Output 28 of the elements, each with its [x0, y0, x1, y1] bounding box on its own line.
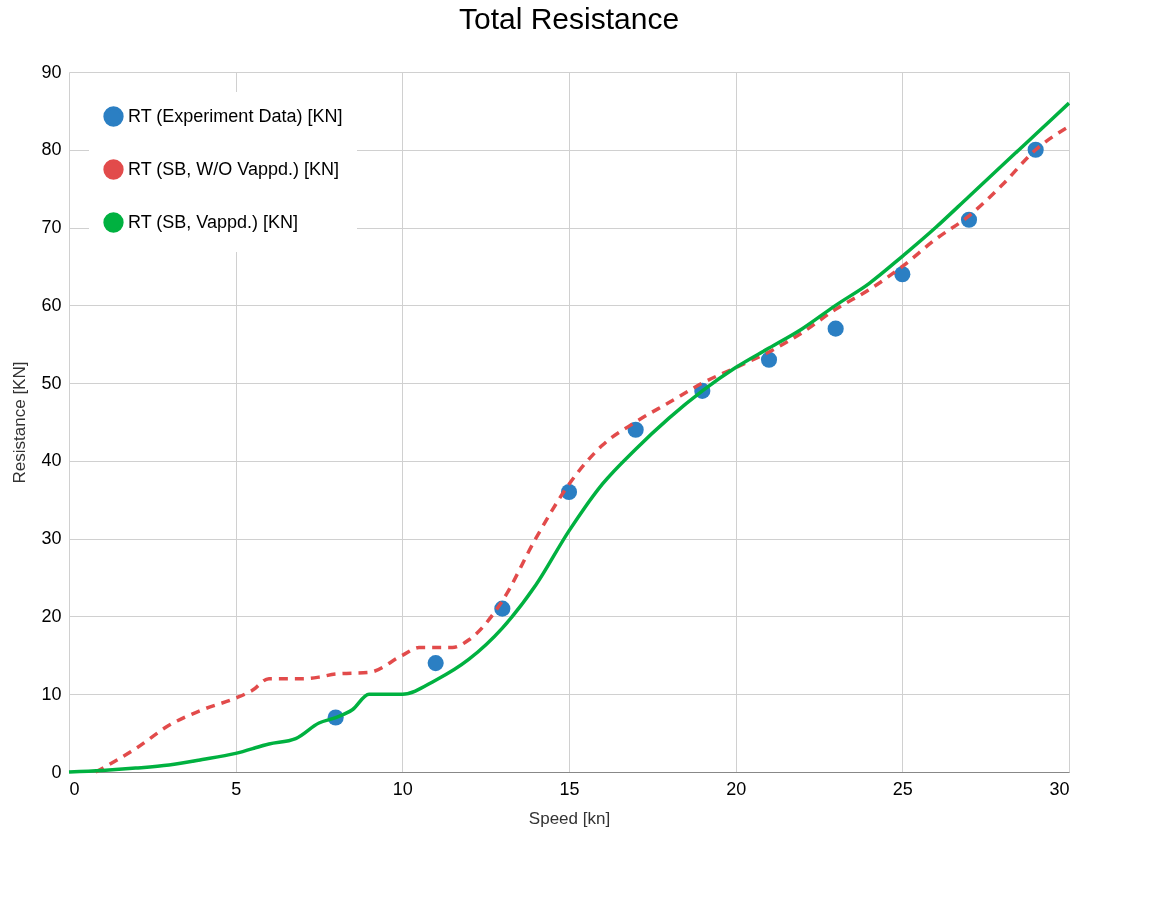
x-tick-label: 15: [559, 778, 580, 799]
x-axis-title: Speed [kn]: [528, 808, 611, 828]
y-tick-label: 50: [41, 372, 62, 393]
point: [894, 266, 911, 283]
chart-title: Total Resistance: [458, 2, 680, 35]
y-tick-label: 0: [51, 761, 62, 782]
y-tick-label: 10: [41, 683, 62, 704]
x-tick-label: 25: [892, 778, 913, 799]
point: [827, 320, 844, 337]
y-tick-label: 40: [41, 450, 62, 471]
point: [760, 351, 778, 368]
y-tick-label: 80: [41, 139, 62, 160]
x-tick-label: 20: [726, 778, 747, 799]
x-tick-label: 5: [231, 778, 242, 799]
legend-label: RT (SB, W/O Vappd.) [KN]: [128, 158, 340, 179]
legend-label: RT (Experiment Data) [KN]: [128, 105, 343, 126]
y-tick-label: 60: [41, 294, 62, 315]
y-tick-label: 20: [41, 605, 62, 626]
y-tick-label: 30: [41, 528, 62, 549]
x-tick-label: 0: [69, 778, 80, 799]
y-tick-label: 70: [41, 217, 62, 238]
point: [427, 655, 444, 672]
x-tick-label: 10: [392, 778, 413, 799]
legend-label: RT (SB, Vappd.) [KN]: [128, 211, 299, 232]
x-tick-label: 30: [1049, 778, 1070, 799]
y-axis-title: Resistance [KN]: [10, 361, 30, 484]
point: [627, 421, 644, 438]
y-tick-label: 90: [41, 61, 62, 82]
